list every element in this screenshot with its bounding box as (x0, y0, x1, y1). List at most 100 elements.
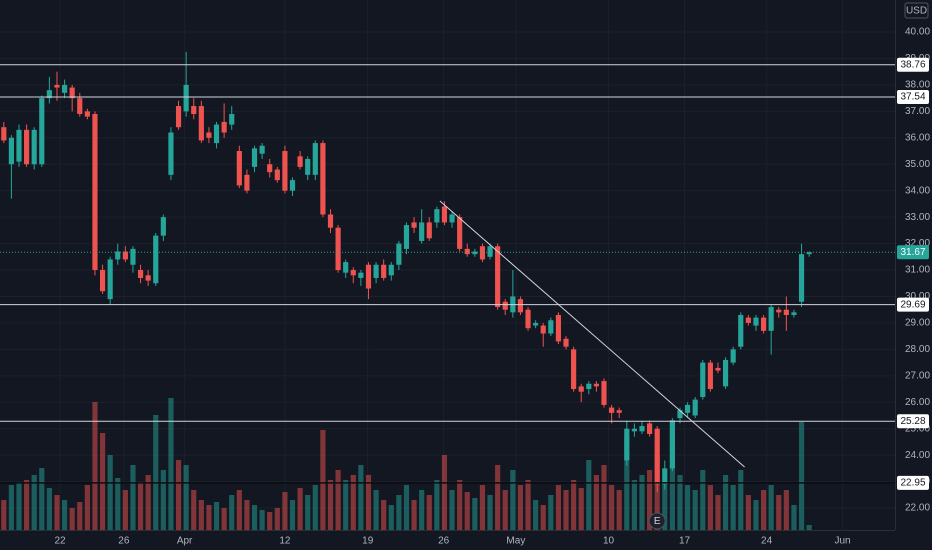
candle-body (305, 158, 311, 175)
candle-body (282, 151, 288, 191)
volume-bar (46, 488, 52, 530)
candle-body (601, 381, 607, 405)
volume-bar (654, 455, 660, 530)
x-tick-label: Apr (177, 536, 193, 547)
candle-body (722, 359, 729, 387)
volume-bar (350, 475, 356, 530)
level-label: 22.95 (900, 478, 925, 489)
candle-body (548, 320, 554, 334)
candle-body (441, 206, 448, 223)
volume-bar (335, 470, 341, 530)
volume-bar (753, 500, 759, 530)
volume-bar (31, 475, 37, 530)
candle-body (715, 367, 721, 371)
y-tick-label: 35.00 (905, 159, 930, 170)
candle-body (692, 399, 698, 416)
volume-bar (381, 500, 387, 530)
candle-body (768, 307, 774, 331)
candle-body (593, 383, 599, 387)
candle-body (381, 264, 387, 278)
volume-bar (760, 490, 767, 530)
volume-bar (631, 480, 637, 530)
level-label: 29.69 (900, 299, 925, 310)
candle-body (479, 246, 486, 260)
currency-box[interactable] (904, 2, 929, 19)
x-tick-label: 17 (679, 536, 691, 547)
volume-bar (555, 485, 562, 530)
candle-body (365, 264, 372, 289)
candle-body (229, 113, 235, 125)
candle-body (791, 312, 797, 315)
candle-body (244, 174, 250, 191)
volume-bar (289, 500, 296, 530)
volume-bar (593, 475, 599, 530)
x-tick-label: 22 (54, 536, 66, 547)
volume-bar (457, 480, 463, 530)
candle-body (419, 222, 425, 241)
volume-bar (730, 485, 736, 530)
candle-body (411, 222, 417, 228)
volume-bar (198, 500, 204, 530)
candle-body (8, 137, 14, 165)
candle-body (487, 246, 493, 257)
volume-bar (175, 460, 182, 530)
volume-bar (282, 492, 288, 530)
candle-body (145, 275, 151, 281)
y-tick-label: 40.00 (905, 27, 930, 38)
candle-body (312, 143, 318, 175)
volume-bar (77, 502, 83, 530)
volume-bar (130, 465, 136, 530)
level-label-box (897, 57, 929, 72)
candle-body (259, 145, 265, 154)
volume-bar (69, 508, 75, 530)
volume-pane (1, 398, 812, 530)
volume-bar (403, 485, 410, 530)
candle-body (760, 317, 767, 331)
y-tick-label: 22.00 (905, 503, 930, 514)
volume-bar (563, 490, 569, 530)
volume-bar (274, 508, 280, 530)
candle-body (327, 214, 334, 228)
trend-line (439, 200, 745, 468)
volume-bar (700, 470, 706, 530)
volume-bar (533, 500, 539, 530)
volume-bar (388, 505, 394, 530)
candle-body (31, 129, 37, 165)
candle-body (571, 349, 577, 390)
candle-body (525, 309, 531, 329)
candle-body (388, 264, 394, 276)
volume-bar (647, 470, 653, 530)
volume-bar (297, 488, 303, 530)
candle-body (631, 428, 637, 432)
volume-bar (616, 490, 622, 530)
volume-bar (213, 502, 220, 530)
candle-body (213, 124, 220, 144)
candle-body (373, 264, 379, 278)
volume-bar (206, 505, 212, 530)
candle-body (662, 468, 668, 485)
candle-body (798, 254, 805, 302)
y-tick-label: 33.00 (905, 212, 930, 223)
volume-bar (365, 475, 372, 530)
volume-bar (798, 422, 805, 530)
y-tick-label: 38.00 (905, 80, 930, 91)
volume-bar (267, 512, 273, 530)
x-tick-label: 19 (362, 536, 374, 547)
volume-bar (692, 490, 698, 530)
candle-body (46, 90, 52, 99)
candle-body (685, 404, 691, 413)
candle-body (647, 423, 653, 434)
volume-bar (419, 490, 425, 530)
y-tick-label: 28.00 (905, 344, 930, 355)
volume-bar (783, 490, 789, 530)
volume-bar (745, 495, 751, 530)
volume-bar (434, 480, 440, 530)
volume-bar (153, 415, 159, 530)
level-label-box (897, 297, 929, 312)
candle-body (153, 235, 159, 284)
candle-body (267, 164, 273, 173)
volume-bar (373, 490, 379, 530)
y-tick-label: 26.00 (905, 397, 930, 408)
